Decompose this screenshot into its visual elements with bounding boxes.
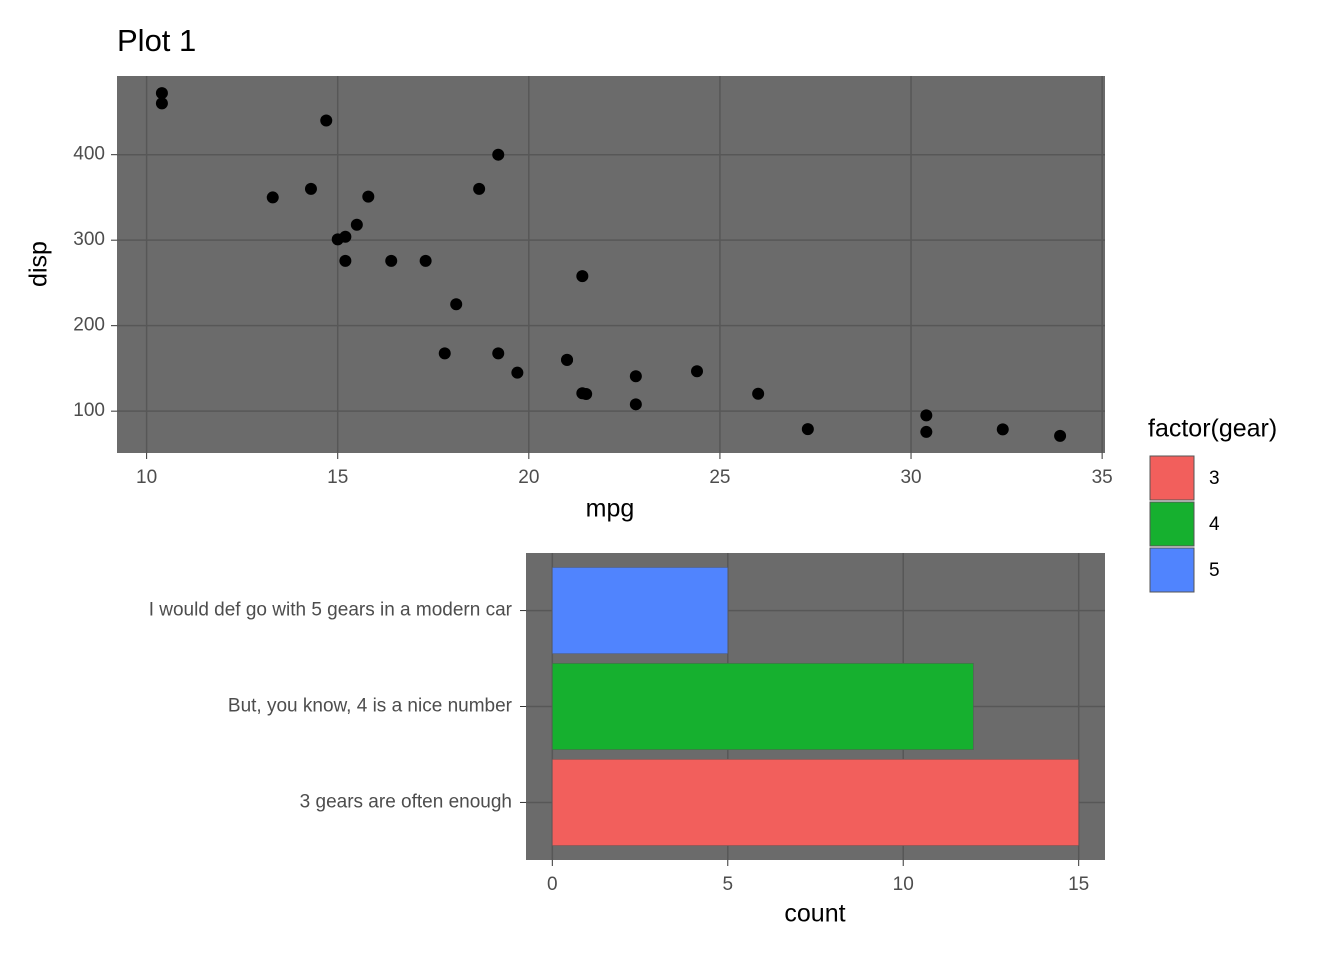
point bbox=[350, 218, 363, 231]
y-axis-title: disp bbox=[25, 241, 53, 287]
x-tick-label: 10 bbox=[893, 874, 914, 895]
point bbox=[801, 423, 814, 436]
point bbox=[511, 366, 524, 379]
legend-key bbox=[1149, 547, 1195, 593]
y-tick-label: 100 bbox=[73, 400, 105, 421]
legend-label: 3 bbox=[1209, 468, 1220, 489]
y-tick-label: 300 bbox=[73, 229, 105, 250]
x-tick-label: 35 bbox=[1092, 467, 1113, 488]
x-axis-title: count bbox=[784, 900, 845, 928]
bar bbox=[552, 759, 1079, 846]
point bbox=[331, 233, 344, 246]
legend-title: factor(gear) bbox=[1148, 415, 1277, 443]
x-tick-label: 15 bbox=[1068, 874, 1089, 895]
x-tick-label: 20 bbox=[518, 467, 539, 488]
x-tick-label: 0 bbox=[547, 874, 558, 895]
bar bbox=[552, 567, 729, 654]
point bbox=[629, 398, 642, 411]
legend-label: 4 bbox=[1209, 514, 1220, 535]
point bbox=[752, 387, 765, 400]
point bbox=[266, 191, 279, 204]
x-tick-label: 10 bbox=[136, 467, 157, 488]
point bbox=[996, 423, 1009, 436]
x-axis-title: mpg bbox=[586, 495, 635, 523]
x-tick-label: 30 bbox=[900, 467, 921, 488]
point bbox=[320, 114, 333, 127]
point bbox=[492, 347, 505, 360]
point bbox=[419, 254, 432, 267]
x-tick-label: 25 bbox=[709, 467, 730, 488]
y-tick-label: I would def go with 5 gears in a modern … bbox=[149, 600, 513, 621]
y-tick-label: 3 gears are often enough bbox=[300, 791, 512, 812]
point bbox=[690, 365, 703, 378]
point bbox=[920, 425, 933, 438]
y-tick-label: But, you know, 4 is a nice number bbox=[228, 696, 513, 717]
point bbox=[473, 182, 486, 195]
legend-label: 5 bbox=[1209, 560, 1220, 581]
chart-title: Plot 1 bbox=[117, 23, 196, 58]
point bbox=[576, 387, 589, 400]
point bbox=[304, 182, 317, 195]
point bbox=[339, 254, 352, 267]
point bbox=[362, 190, 375, 203]
point bbox=[155, 97, 168, 110]
x-tick-label: 5 bbox=[722, 874, 733, 895]
point bbox=[385, 254, 398, 267]
point bbox=[155, 87, 168, 100]
point bbox=[438, 347, 451, 360]
y-tick-label: 400 bbox=[73, 144, 105, 165]
point bbox=[450, 298, 463, 311]
point bbox=[576, 270, 589, 283]
y-tick-label: 200 bbox=[73, 315, 105, 336]
point bbox=[1054, 429, 1067, 442]
point bbox=[629, 370, 642, 383]
bar bbox=[552, 663, 974, 750]
legend-key bbox=[1149, 455, 1195, 501]
panel-background bbox=[117, 76, 1105, 453]
point bbox=[561, 353, 574, 366]
x-tick-label: 15 bbox=[327, 467, 348, 488]
point bbox=[920, 409, 933, 422]
legend-key bbox=[1149, 501, 1195, 547]
point bbox=[492, 148, 505, 161]
